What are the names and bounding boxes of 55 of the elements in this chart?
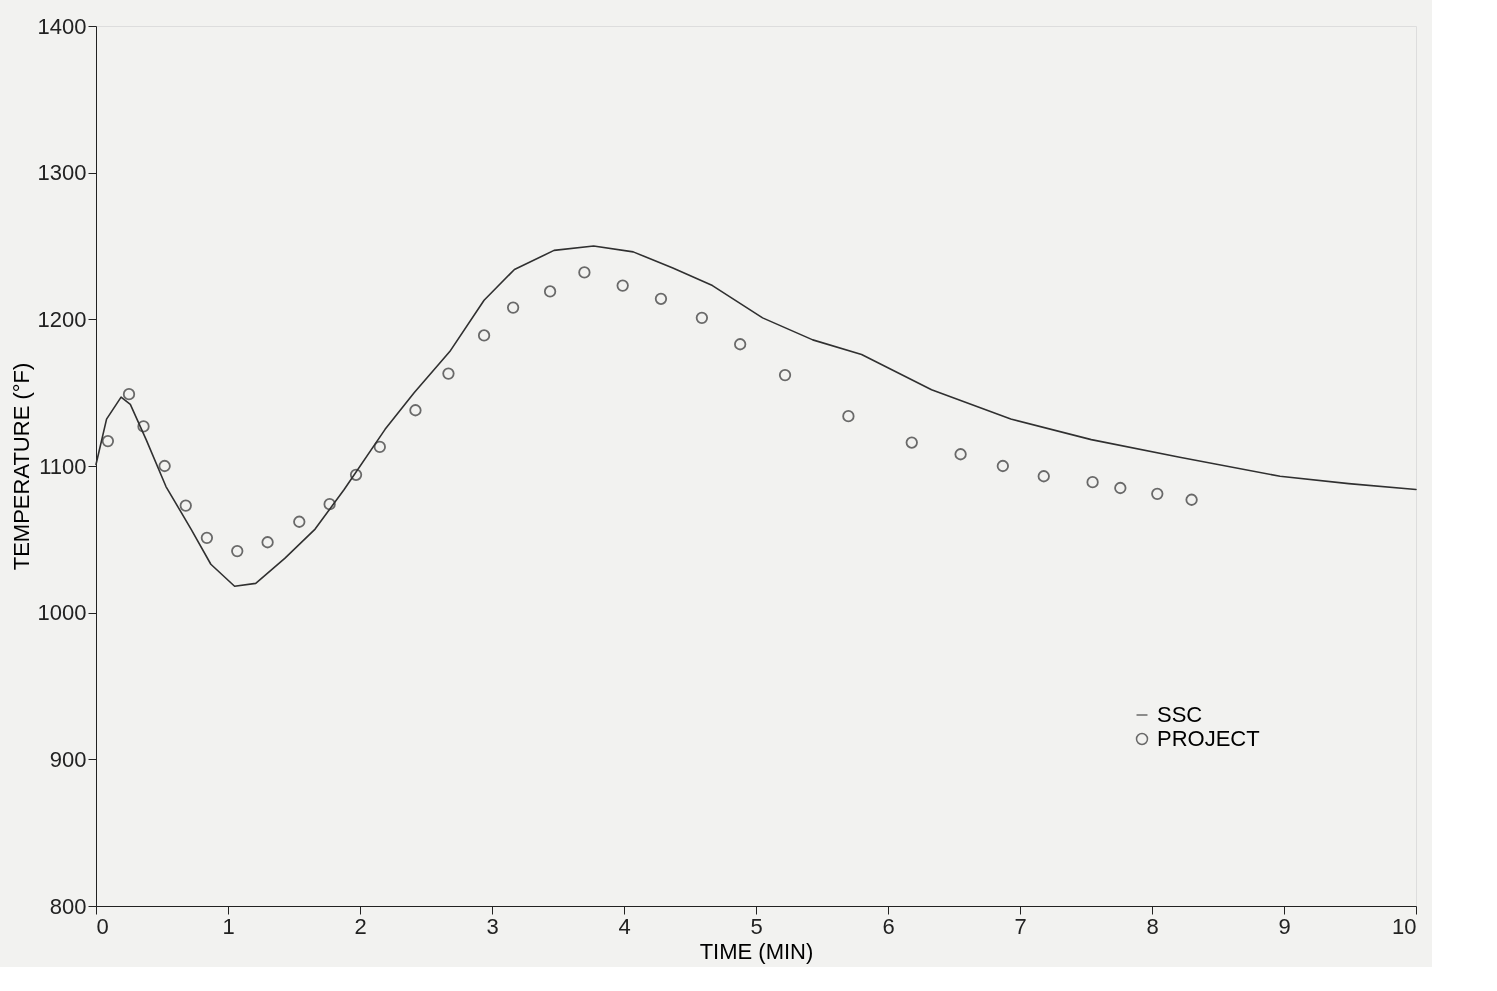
y-tick-label: 1000 [37,600,87,626]
point [996,459,1009,473]
x-tick-label: 2 [354,913,367,939]
point [1185,493,1198,506]
x-tick-label: 8 [1146,913,1159,939]
point [349,468,363,481]
point [654,292,668,305]
x-tick-label: 10 [1392,913,1417,939]
y-tick-label: 1400 [37,13,87,39]
y-axis-title: TEMPERATURE (°F) [8,362,34,571]
point [842,410,855,423]
point [578,266,591,279]
x-axis-title: TIME (MIN) [699,938,814,964]
point [954,448,967,461]
x-tick-label: 0 [96,913,109,939]
y-tick-label: 800 [49,893,87,919]
point [734,338,747,351]
point [323,498,336,511]
point [179,499,192,512]
y-tick-label: 1200 [37,306,87,332]
point [409,404,422,417]
legend-label: PROJECT [1157,726,1260,751]
x-tick-label: 5 [750,913,763,939]
point [1114,481,1127,495]
point [200,531,214,544]
y-tick-label: 900 [49,746,87,772]
x-tick-label: 3 [486,913,499,939]
point [231,544,244,558]
point [137,420,150,433]
x-tick-label: 1 [222,913,235,939]
x-tick-label: 7 [1014,913,1027,939]
point [695,311,709,324]
point [442,367,455,380]
y-tick-label: 1300 [37,160,87,186]
point [158,459,171,473]
x-tick-label: 4 [618,913,631,939]
y-tick-label: 1100 [39,453,87,479]
line-series [95,245,1417,588]
x-tick-label: 6 [882,913,895,939]
point [293,515,306,528]
point [122,388,136,401]
point [778,368,792,382]
point [477,329,491,342]
legend-label: SSC [1157,702,1203,727]
point [506,301,520,314]
point [616,279,629,292]
point [101,434,115,448]
point [373,440,386,454]
point [1086,476,1099,489]
point [543,285,557,298]
x-tick-label: 9 [1278,913,1291,939]
point [1151,487,1164,500]
point [261,536,274,549]
point [1037,470,1050,483]
point [905,436,918,449]
